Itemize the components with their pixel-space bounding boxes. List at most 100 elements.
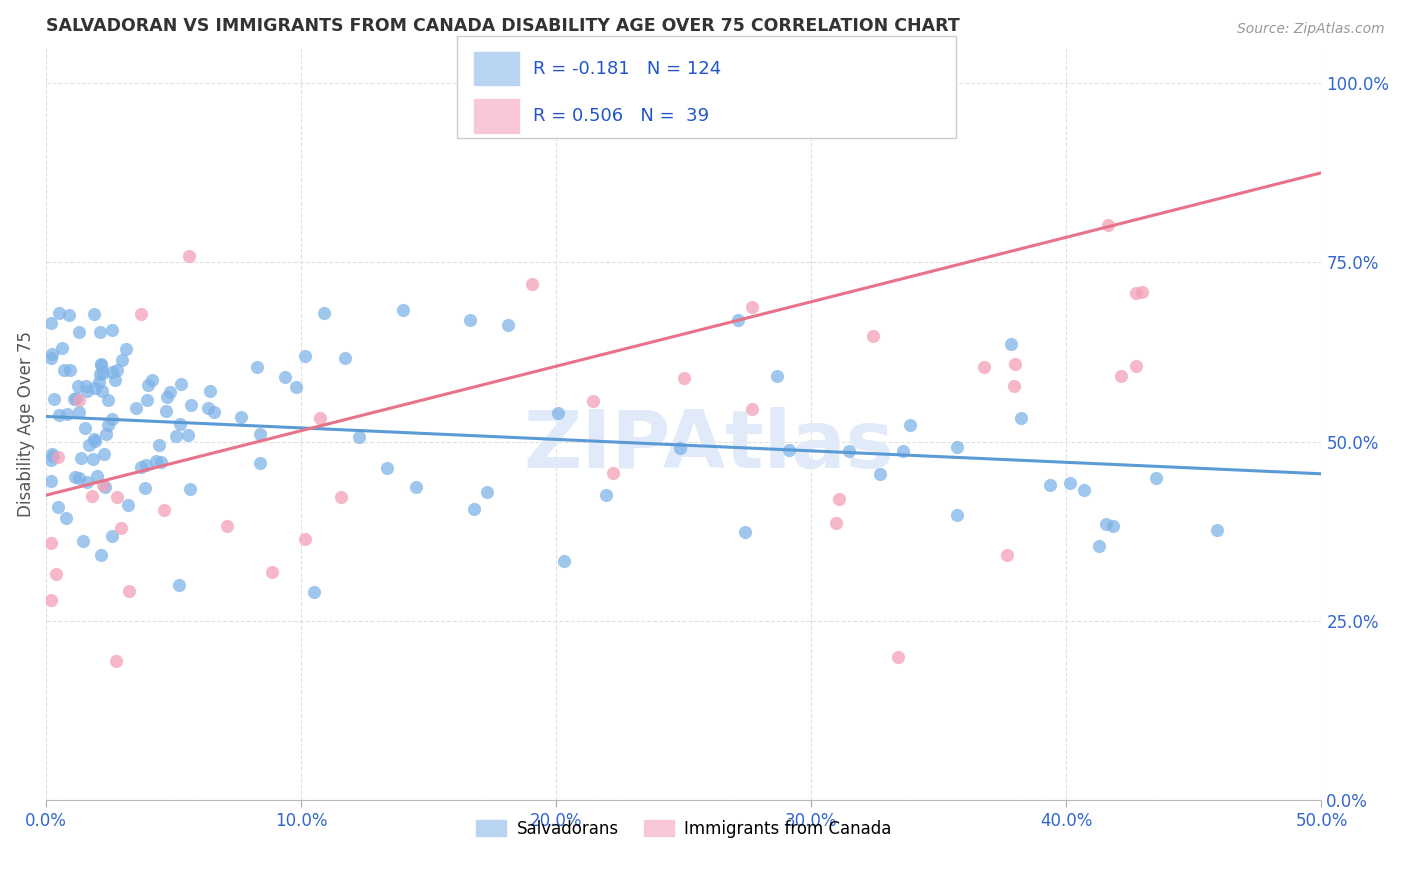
Point: [55, 510, 77, 524]
Point: [973, 360, 995, 375]
Text: ZIPAtlas: ZIPAtlas: [524, 407, 894, 485]
Text: R = -0.181   N = 124: R = -0.181 N = 124: [533, 60, 721, 78]
Point: [105, 490, 128, 504]
Point: [260, 565, 283, 579]
Point: [553, 554, 575, 568]
Point: [405, 480, 427, 494]
Point: [104, 373, 127, 387]
Point: [51, 341, 73, 355]
Point: [700, 76, 723, 90]
Point: [145, 454, 167, 468]
Point: [312, 306, 335, 320]
Point: [41, 447, 63, 461]
Point: [69, 451, 91, 466]
Point: [246, 360, 269, 375]
Point: [39, 592, 62, 607]
Point: [672, 370, 695, 384]
Point: [89, 325, 111, 339]
Point: [48, 306, 70, 320]
Point: [669, 441, 692, 455]
Point: [202, 405, 225, 419]
Point: [1125, 285, 1147, 300]
Point: [375, 461, 398, 475]
Point: [83, 434, 105, 448]
Point: [46, 500, 69, 514]
Point: [496, 318, 519, 332]
Point: [1125, 359, 1147, 374]
Point: [63, 470, 86, 484]
Point: [67, 471, 90, 485]
Point: [838, 444, 860, 458]
Point: [1109, 369, 1132, 384]
Point: [891, 443, 914, 458]
Point: [93, 447, 115, 461]
Point: [1097, 218, 1119, 232]
Point: [602, 466, 624, 480]
Y-axis label: Disability Age Over 75: Disability Age Over 75: [17, 331, 35, 516]
Point: [48, 408, 70, 422]
Point: [104, 654, 127, 668]
Point: [65, 391, 87, 405]
Point: [294, 533, 316, 547]
Point: [91, 477, 114, 491]
Point: [111, 352, 134, 367]
Point: [73, 421, 96, 435]
Point: [734, 524, 756, 539]
Legend: Salvadorans, Immigrants from Canada: Salvadorans, Immigrants from Canada: [470, 813, 897, 844]
Point: [72, 533, 94, 548]
Point: [392, 302, 415, 317]
Point: [91, 366, 114, 380]
Point: [90, 359, 112, 373]
Point: [86, 468, 108, 483]
Point: [946, 508, 969, 522]
Point: [155, 404, 177, 418]
Point: [44, 392, 66, 406]
Point: [1002, 379, 1025, 393]
Point: [90, 357, 112, 371]
Point: [101, 323, 124, 337]
Point: [39, 316, 62, 330]
Point: [45, 566, 67, 581]
Point: [118, 583, 141, 598]
Point: [110, 521, 132, 535]
Point: [117, 498, 139, 512]
Point: [101, 365, 124, 379]
Point: [1059, 476, 1081, 491]
Point: [59, 362, 82, 376]
Point: [39, 351, 62, 365]
Point: [129, 307, 152, 321]
Point: [274, 370, 297, 384]
Text: R = 0.506   N =  39: R = 0.506 N = 39: [533, 107, 709, 125]
Point: [159, 385, 181, 400]
Point: [67, 325, 90, 339]
Point: [170, 376, 193, 391]
Point: [1073, 483, 1095, 497]
Point: [458, 313, 481, 327]
Point: [1130, 285, 1153, 300]
Point: [302, 585, 325, 599]
Point: [76, 475, 98, 489]
Point: [94, 426, 117, 441]
Point: [80, 489, 103, 503]
Point: [862, 329, 884, 343]
Point: [87, 375, 110, 389]
Point: [1010, 411, 1032, 425]
Point: [1000, 337, 1022, 351]
Point: [101, 529, 124, 543]
Point: [215, 519, 238, 533]
Point: [294, 349, 316, 363]
Point: [766, 369, 789, 384]
Point: [66, 379, 89, 393]
Point: [898, 418, 921, 433]
Point: [124, 401, 146, 416]
Point: [67, 405, 90, 419]
Point: [82, 452, 104, 467]
Point: [778, 442, 800, 457]
Point: [475, 484, 498, 499]
Point: [41, 347, 63, 361]
Point: [886, 649, 908, 664]
Point: [1087, 540, 1109, 554]
Point: [58, 309, 80, 323]
Point: [1095, 517, 1118, 532]
Point: [180, 398, 202, 412]
